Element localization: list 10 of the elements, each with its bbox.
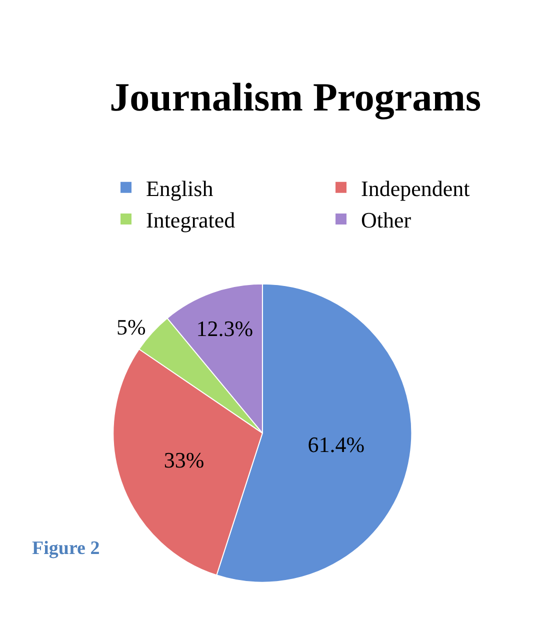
data-label: 12.3% [196,316,254,341]
legend-label: Independent [360,176,470,201]
data-label: 5% [116,314,146,340]
legend-label: Other [360,208,412,233]
legend-label: Integrated [146,208,236,233]
caption: Figure 2 [32,538,100,559]
data-label: 33% [164,447,204,472]
chart-title: Journalism Programs [110,74,482,120]
data-label: 61.4% [308,432,365,458]
legend-label: English [146,176,214,201]
